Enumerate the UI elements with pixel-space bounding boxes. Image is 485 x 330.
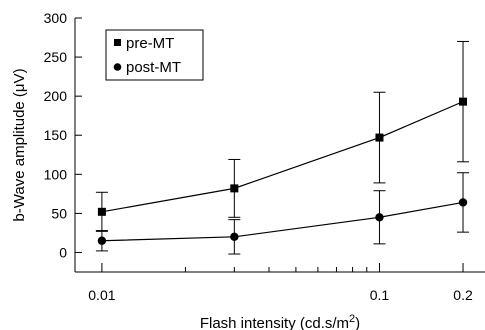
legend-label-post-mt: post-MT [126,59,181,76]
x-axis-label-main: Flash intensity (cd.s/m [200,315,349,330]
legend-marker-pre-mt [114,39,121,46]
series-pre-mt [95,40,470,232]
data-point [230,184,239,193]
y-tick-label: 250 [44,49,68,65]
data-point [458,198,468,207]
axes [74,18,485,273]
x-tick-label: 0.1 [370,287,390,303]
y-axis-label: b-Wave amplitude (μV) [11,68,28,221]
y-tick-label: 50 [51,205,67,221]
data-point [375,213,384,222]
y-tick-label: 150 [44,127,68,143]
x-ticks: 0.01 0.1 0.2 [88,263,473,303]
x-axis-label-superscript: 2 [349,313,355,325]
x-tick-label: 0.01 [88,287,115,303]
series-line [101,101,464,213]
series-line [101,201,464,242]
x-axis-label: Flash intensity (cd.s/m2) [200,313,360,330]
y-tick-label: 0 [59,244,67,260]
x-tick-label: 0.2 [453,287,473,303]
legend-label-pre-mt: pre-MT [126,35,174,52]
series-layer [95,40,470,255]
x-axis-label-suffix: ) [355,315,360,330]
y-tick-label: 200 [44,88,68,104]
data-point [375,133,384,142]
data-point [97,236,107,245]
y-ticks: 0 50 100 150 200 250 300 [44,10,82,260]
legend-box [105,29,204,81]
y-tick-label: 100 [44,166,68,182]
legend: pre-MT post-MT [105,29,204,81]
series-post-mt [95,172,470,255]
y-tick-label: 300 [44,10,68,26]
legend-marker-post-mt [113,63,122,71]
data-point [459,97,468,106]
data-point [97,207,106,216]
data-point [230,232,239,242]
